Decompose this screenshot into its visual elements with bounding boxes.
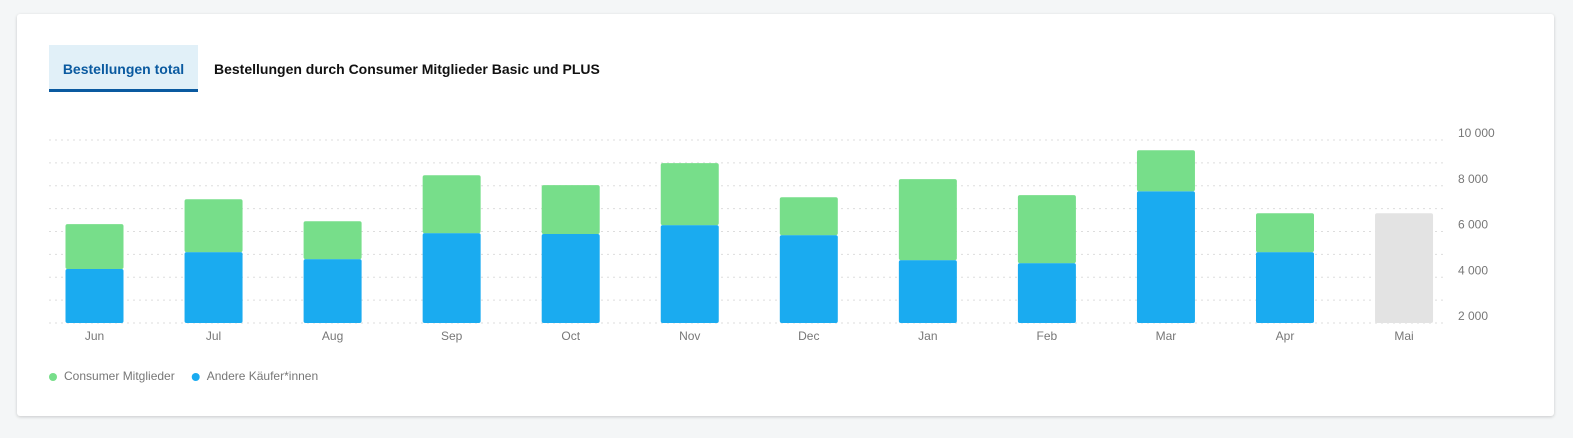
- legend-label: Andere Käufer*innen: [207, 369, 318, 383]
- y-tick-label: 2 000: [1458, 309, 1488, 323]
- bar-segment: [422, 233, 481, 323]
- bar-segment: [303, 221, 362, 260]
- bar-segment: [65, 269, 124, 323]
- bar-segment: [1017, 263, 1076, 323]
- tab[interactable]: Bestellungen durch Consumer Mitglieder B…: [214, 61, 600, 77]
- bar-segment: [779, 197, 838, 236]
- x-tick-label: Mar: [1156, 329, 1177, 343]
- bar-segment: [660, 225, 719, 323]
- x-tick-label: Mai: [1394, 329, 1413, 343]
- bar-segment: [1017, 195, 1076, 264]
- bar-segment: [541, 234, 600, 323]
- bar-segment: [1256, 213, 1314, 253]
- y-tick-label: 4 000: [1458, 263, 1488, 277]
- bar-segment: [898, 179, 957, 261]
- legend-marker: [49, 373, 57, 381]
- bar-segment: [1375, 213, 1434, 323]
- tab[interactable]: Bestellungen total: [49, 45, 198, 92]
- bar-segment: [541, 185, 600, 235]
- legend-marker: [191, 373, 200, 381]
- bar-segment: [1136, 150, 1195, 192]
- bar-segment: [184, 252, 243, 323]
- x-tick-label: Sep: [441, 329, 463, 343]
- bar-segment: [779, 235, 838, 323]
- y-tick-label: 8 000: [1458, 172, 1488, 186]
- x-tick-label: Jun: [85, 329, 104, 343]
- y-tick-label: 10 000: [1458, 126, 1495, 140]
- bar-segment: [422, 175, 481, 234]
- x-tick-label: Nov: [679, 329, 700, 343]
- bar-segment: [184, 199, 243, 253]
- x-tick-label: Aug: [322, 329, 343, 343]
- bar-segment: [660, 163, 719, 226]
- bar-segment: [898, 260, 957, 323]
- x-tick-label: Apr: [1276, 329, 1295, 343]
- x-tick-label: Oct: [561, 329, 580, 343]
- x-tick-label: Jan: [918, 329, 937, 343]
- bar-segment: [1256, 252, 1314, 323]
- x-tick-label: Feb: [1037, 329, 1058, 343]
- bar-segment: [65, 224, 124, 270]
- x-tick-label: Dec: [798, 329, 819, 343]
- bar-segment: [303, 259, 362, 323]
- legend-label: Consumer Mitglieder: [64, 369, 175, 383]
- y-tick-label: 6 000: [1458, 218, 1488, 232]
- x-tick-label: Jul: [206, 329, 221, 343]
- bar-segment: [1136, 191, 1195, 323]
